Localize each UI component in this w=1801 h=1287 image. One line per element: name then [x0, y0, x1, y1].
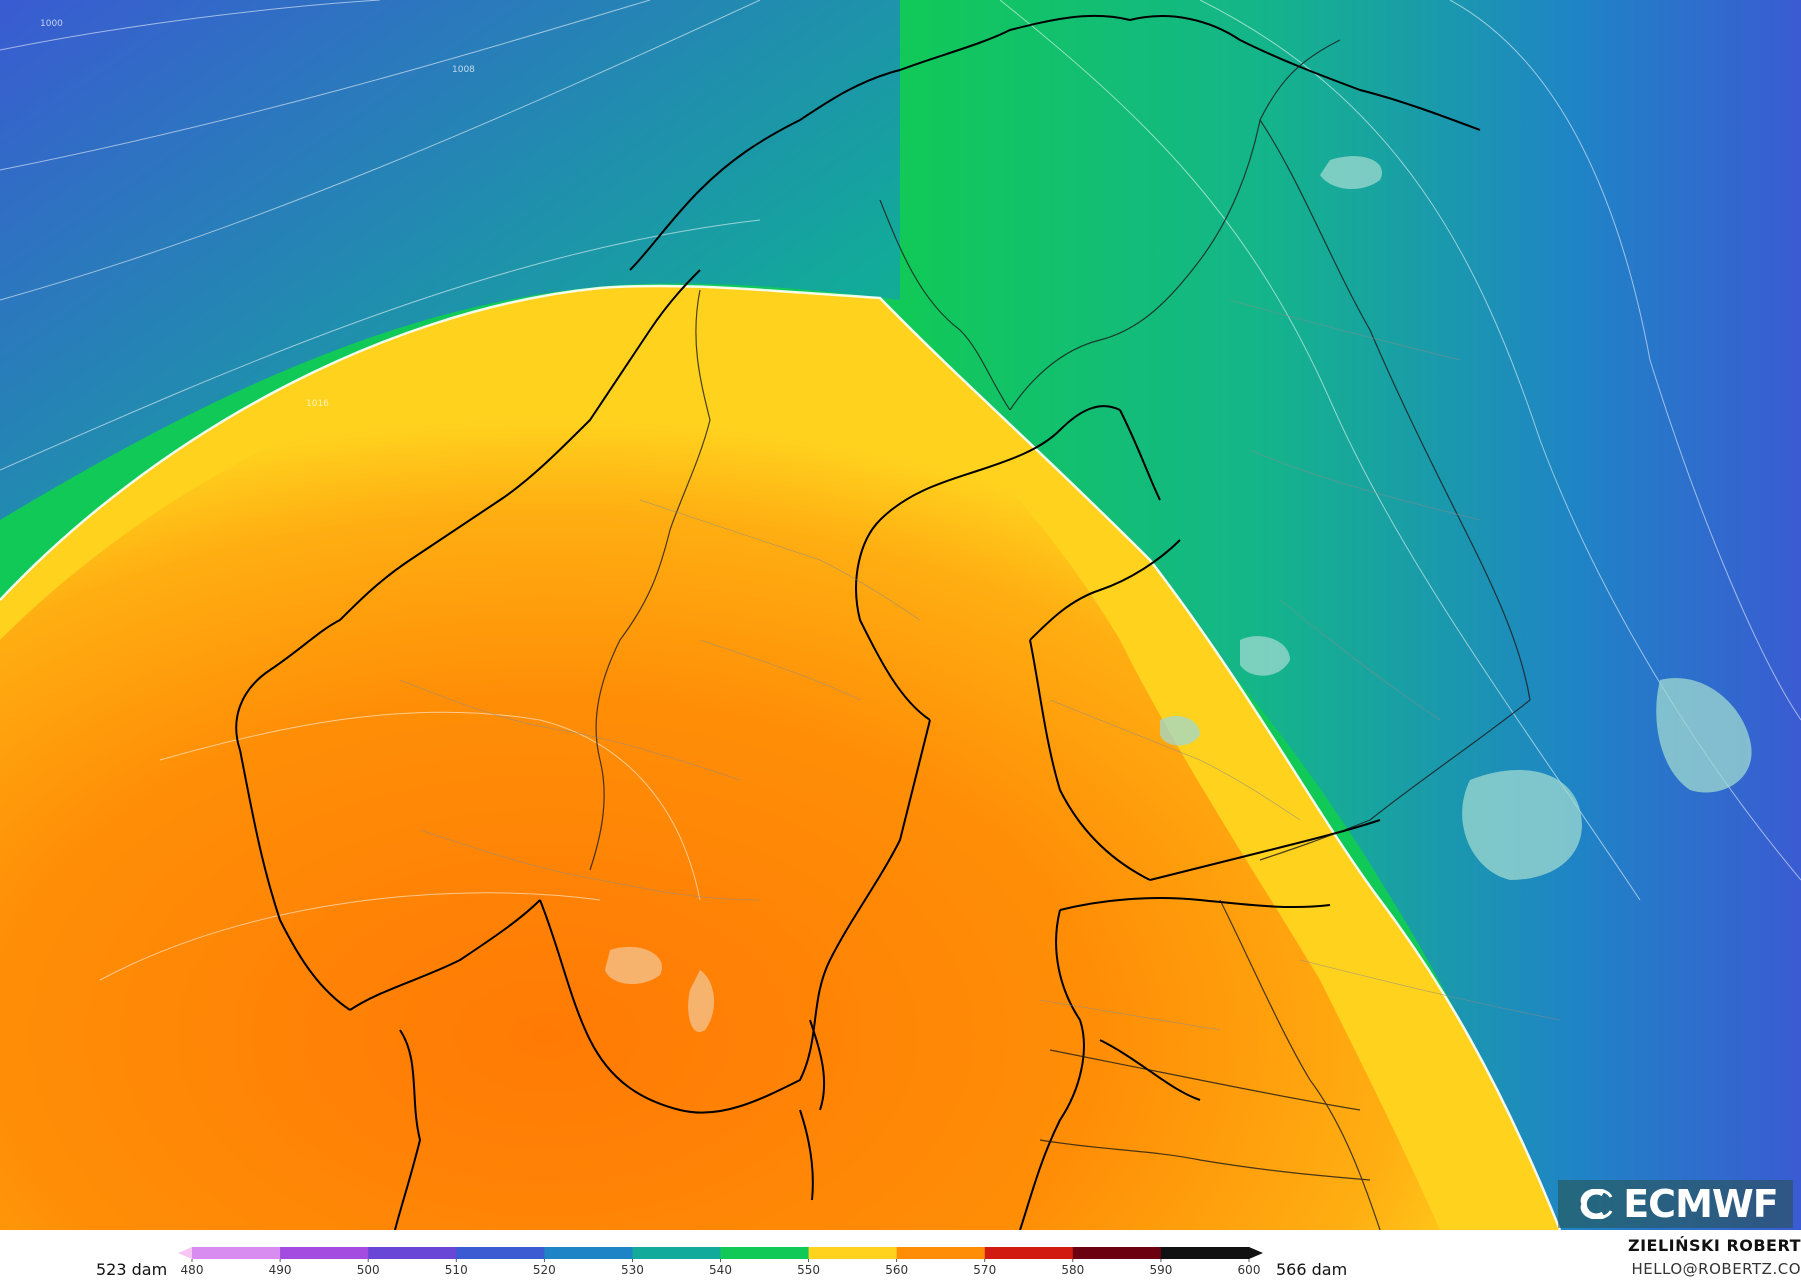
forecast-map: 1000 1008 1016 [0, 0, 1801, 1230]
colorbar-tick-label: 600 [1238, 1263, 1261, 1276]
colorbar-tick-label: 510 [445, 1263, 468, 1276]
colorbar-segment [544, 1247, 633, 1259]
colorbar-segment [456, 1247, 545, 1259]
isobar-lines [0, 0, 1801, 980]
colorbar-tick-label: 550 [797, 1263, 820, 1276]
colorbar-tick-label: 530 [621, 1263, 644, 1276]
country-borders [589, 39, 1531, 1230]
colorbar-segment [280, 1247, 369, 1259]
height-band-570 [0, 349, 1440, 1230]
legend-min-label: 523 dam [96, 1260, 168, 1279]
ecmwf-logo-text: ECMWF [1623, 1182, 1779, 1226]
contour-552 [0, 284, 1562, 1230]
author-name: ZIELIŃSKI ROBERT [1627, 1236, 1801, 1255]
lakes [1160, 156, 1752, 880]
colorbar-tick-label: 560 [885, 1263, 908, 1276]
colorbar-segment [192, 1247, 281, 1259]
colorbar-tick-label: 590 [1149, 1263, 1172, 1276]
colorbar-tick-label: 490 [269, 1263, 292, 1276]
geopotential-height-map: 1000 1008 1016 [0, 0, 1801, 1230]
isobar-label: 1016 [306, 399, 329, 409]
author-email: HELLO@ROBERTZ.CO [1631, 1260, 1801, 1278]
colorbar-segment [1160, 1247, 1250, 1259]
legend-max-label: 566 dam [1276, 1260, 1348, 1279]
colorbar-segment [808, 1247, 898, 1259]
isobar-label: 1008 [452, 65, 475, 75]
colorbar-segment [632, 1247, 721, 1259]
colorbar-tick-label: 580 [1061, 1263, 1084, 1276]
colorbar-segment [368, 1247, 457, 1259]
colorbar-arrow-low [178, 1247, 192, 1259]
colorbar-arrow-high [1249, 1247, 1263, 1259]
colorbar-segment [896, 1247, 986, 1259]
colorbar-tick-label: 480 [181, 1263, 204, 1276]
coastlines [235, 14, 1481, 1230]
colorbar-tick-label: 540 [709, 1263, 732, 1276]
colorbar-tick-label: 500 [357, 1263, 380, 1276]
colorbar-segment [1072, 1247, 1162, 1259]
colorbar-tick-label: 570 [973, 1263, 996, 1276]
admin-borders [399, 299, 1561, 1031]
isobar-label: 1000 [40, 19, 63, 29]
colorbar-segment [720, 1247, 810, 1259]
lakes-south [605, 946, 715, 1032]
ecmwf-logo-mark [1580, 1189, 1613, 1219]
ecmwf-logo: ECMWF [1558, 1180, 1793, 1228]
colorbar-tick-label: 520 [533, 1263, 556, 1276]
colorbar-segment [984, 1247, 1074, 1259]
colorbar: 480 490 500 510 520 530 540 550 560 570 580 590 600 [178, 1247, 1263, 1276]
